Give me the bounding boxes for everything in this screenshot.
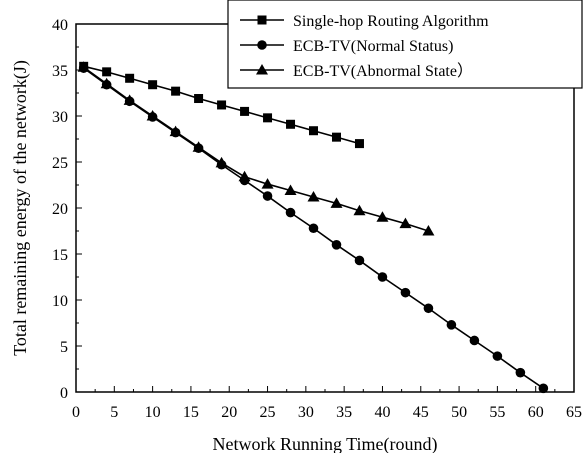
data-point — [262, 191, 273, 201]
x-tick-label: 0 — [72, 404, 80, 421]
data-point — [146, 110, 159, 121]
legend-marker — [256, 64, 268, 75]
axis-ticks — [75, 23, 575, 393]
data-point — [377, 272, 388, 282]
x-tick-label: 25 — [260, 404, 276, 421]
data-point — [330, 197, 343, 208]
data-point — [102, 67, 112, 77]
y-axis-title: Total remaining energy of the network(J) — [10, 60, 31, 356]
data-point — [446, 320, 457, 330]
legend-label: Single-hop Routing Algorithm — [293, 13, 489, 30]
data-point — [331, 132, 341, 142]
data-point — [238, 170, 251, 182]
x-tick-label: 45 — [413, 404, 429, 421]
data-point — [125, 73, 135, 83]
data-point — [286, 119, 296, 129]
data-point — [77, 61, 90, 72]
series-3 — [77, 61, 435, 236]
data-point — [354, 139, 364, 149]
data-point — [194, 94, 204, 104]
legend-label: ECB-TV(Abnormal State） — [293, 62, 473, 80]
y-tick-label: 10 — [52, 293, 68, 310]
x-tick-label: 65 — [566, 404, 582, 421]
data-point — [169, 125, 182, 137]
data-point — [423, 303, 434, 314]
data-point — [100, 77, 113, 89]
data-point — [263, 113, 273, 123]
y-tick-label: 0 — [60, 385, 68, 402]
x-axis-title: Network Running Time(round) — [213, 434, 438, 453]
data-point — [261, 178, 274, 189]
y-tick-label: 30 — [52, 109, 68, 126]
x-tick-label: 15 — [183, 404, 199, 421]
data-point — [284, 184, 297, 196]
data-point — [123, 94, 136, 105]
series-1 — [79, 61, 364, 149]
legend-item: ECB-TV(Normal Status) — [240, 38, 453, 55]
data-point — [515, 367, 526, 378]
y-tick-label: 35 — [52, 63, 68, 80]
series-layer — [77, 61, 549, 394]
x-tick-label: 5 — [110, 404, 118, 421]
legend-label: ECB-TV(Normal Status) — [293, 38, 453, 55]
x-tick-label: 50 — [451, 404, 467, 421]
data-point — [308, 223, 319, 234]
data-point — [399, 217, 412, 229]
x-tick-label: 35 — [336, 404, 352, 421]
data-point — [331, 240, 342, 250]
data-point — [148, 80, 158, 90]
data-point — [354, 255, 365, 266]
legend-item: Single-hop Routing Algorithm — [240, 13, 489, 30]
y-tick-label: 20 — [52, 201, 68, 218]
data-point — [422, 225, 435, 236]
x-tick-label: 55 — [489, 404, 505, 421]
data-point — [215, 156, 228, 168]
data-point — [376, 211, 389, 222]
data-point — [538, 383, 549, 394]
axis-tick-labels: 0 5 10 15 20 25 30 35 40 45 50 55 60 65 0 5 10 15 20 25 30 35… — [52, 17, 582, 421]
x-tick-label: 40 — [374, 404, 390, 421]
data-point — [469, 335, 480, 346]
legend-item: ECB-TV(Abnormal State） — [240, 62, 473, 80]
data-point — [192, 141, 205, 152]
y-tick-label: 40 — [52, 17, 68, 34]
data-point — [240, 106, 250, 116]
x-tick-label: 30 — [298, 404, 314, 421]
legend-marker — [257, 40, 267, 50]
data-point — [171, 86, 181, 96]
data-point — [217, 100, 227, 110]
y-tick-label: 15 — [52, 247, 68, 264]
data-point — [285, 207, 296, 218]
y-tick-label: 5 — [60, 339, 68, 356]
series-line — [83, 66, 429, 232]
y-tick-label: 25 — [52, 155, 68, 172]
data-point — [353, 204, 366, 216]
x-tick-label: 10 — [145, 404, 161, 421]
x-tick-label: 20 — [221, 404, 237, 421]
data-point — [492, 351, 503, 361]
legend-box — [227, 0, 583, 89]
data-point — [309, 126, 319, 136]
data-point — [307, 190, 320, 202]
legend: Single-hop Routing Algorithm ECB-TV(Norma… — [227, 0, 583, 89]
data-point — [400, 287, 411, 298]
legend-marker — [257, 15, 267, 25]
x-tick-label: 60 — [528, 404, 544, 421]
